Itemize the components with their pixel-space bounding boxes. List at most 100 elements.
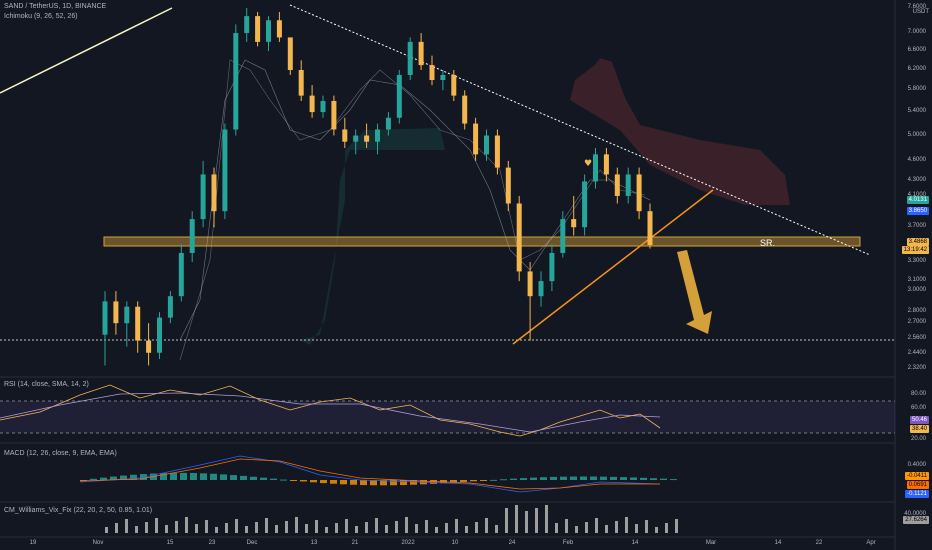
candle-body (505, 167, 511, 204)
price-tag-tenkan: 3.8650 (906, 207, 929, 215)
descending-trendline (289, 4, 871, 256)
macd-hist-bar (460, 480, 467, 482)
vix-fix-bar (105, 527, 108, 533)
macd-hist-bar (340, 480, 347, 485)
ichimoku-legend[interactable]: Ichimoku (9, 26, 52, 26) (4, 13, 78, 20)
macd-hist-bar (410, 480, 417, 485)
vix-fix-bar (535, 508, 538, 533)
candle-body (157, 317, 162, 353)
time-axis-tick: 13 (310, 540, 318, 546)
macd-hist-bar (640, 477, 647, 480)
vix-fix-bar (325, 527, 328, 533)
macd-hist-bar (320, 480, 327, 484)
price-tag-kijun: 4.0131 (906, 196, 929, 204)
macd-hist-bar (600, 476, 607, 480)
time-axis-tick: 19 (29, 540, 37, 546)
vix-fix-bar (565, 519, 568, 533)
vix-fix-bar (185, 517, 188, 533)
time-axis-tick: 15 (166, 540, 174, 546)
time-axis-tick: 24 (508, 540, 516, 546)
candle-body (429, 65, 435, 80)
macd-tag-hist: -0.0411 (905, 472, 929, 480)
macd-hist-bar (100, 477, 107, 480)
macd-hist-bar (310, 480, 317, 483)
price-axis-tick: 2.7000 (907, 319, 926, 326)
price-tag-last: 3.4868 (906, 238, 929, 246)
vix-fix-bar (125, 519, 128, 533)
ichimoku-cloud-bull (300, 128, 445, 345)
vix-fix-bar (525, 511, 528, 533)
macd-hist-bar (580, 476, 587, 480)
vix-fix-bar (585, 522, 588, 533)
vix-fix-bar (195, 524, 198, 533)
macd-hist-bar (610, 476, 617, 480)
candle-body (298, 70, 304, 96)
symbol-legend[interactable]: SAND / TetherUS, 1D, BINANCE (4, 3, 107, 10)
vix-fix-bar (595, 518, 598, 533)
vix-fix-bar (665, 523, 668, 533)
candle-body (113, 301, 119, 324)
vix-fix-bar (305, 524, 308, 533)
vix-fix-bar (455, 519, 458, 533)
rsi-line (0, 384, 661, 437)
macd-hist-bar (510, 478, 517, 480)
candle-body (222, 129, 228, 212)
candle-body (200, 174, 206, 220)
macd-hist-bar (120, 475, 127, 480)
price-axis-tick: 7.0000 (907, 29, 926, 36)
vix-fix-bar (255, 522, 258, 533)
time-axis-tick: 14 (774, 540, 782, 546)
candle-body (342, 129, 348, 142)
vix-fix-bar (575, 526, 578, 533)
rsi-legend[interactable]: RSI (14, close, SMA, 14, 2) (4, 381, 89, 388)
vix-fix-bar (635, 524, 638, 533)
vix-fix-bar (395, 521, 398, 533)
candle-body (146, 340, 152, 353)
vix-fix-bar (145, 522, 148, 533)
macd-hist-bar (400, 480, 407, 486)
time-axis-tick: Feb (562, 540, 574, 546)
vix-fix-bar (425, 520, 428, 533)
vix-fix-bar (555, 523, 558, 533)
price-axis-tick: 5.0000 (907, 131, 926, 138)
vix-fix-bar (385, 525, 388, 533)
vix-fix-bar (345, 519, 348, 533)
macd-hist-bar (370, 480, 377, 486)
price-axis-tick: 3.1000 (907, 277, 926, 284)
macd-hist-bar (350, 480, 357, 485)
rsi-band (0, 401, 895, 433)
price-axis-tick: 3.7000 (907, 223, 926, 230)
candle-body (309, 95, 315, 113)
price-axis-tick: 4.1000 (907, 191, 926, 198)
candle-body (167, 296, 173, 318)
vix-fix-bar (515, 505, 518, 533)
vix-fix-bar (655, 527, 658, 533)
macd-hist-bar (620, 477, 627, 480)
vix-fix-legend[interactable]: CM_Williams_Vix_Fix (22, 20, 2, 50, 0.85… (4, 507, 153, 514)
macd-tag-macd: -0.1121 (905, 490, 929, 498)
candle-body (135, 306, 141, 341)
rsi-ma-line (0, 392, 661, 433)
candle-body (571, 219, 577, 228)
macd-hist-bar (180, 472, 187, 480)
candle-body (353, 135, 359, 142)
macd-hist-bar (470, 480, 477, 482)
vix-fix-bar (645, 520, 648, 533)
candle-body (331, 101, 337, 130)
price-axis-tick: 3.3000 (907, 258, 926, 265)
time-axis-tick: Apr (866, 540, 876, 546)
vix-fix-bar (355, 526, 358, 533)
vix-fix-bar (215, 527, 218, 533)
time-axis-tick: 21 (351, 540, 359, 546)
macd-hist-bar (480, 480, 487, 481)
macd-hist-bar (200, 473, 207, 480)
candle-body (255, 16, 261, 42)
macd-legend[interactable]: MACD (12, 26, close, 9, EMA, EMA) (4, 450, 117, 457)
vix-fix-bar (405, 517, 408, 533)
vix-fix-bar (475, 522, 478, 533)
macd-hist-bar (290, 480, 297, 481)
vix-fix-bar (605, 525, 608, 533)
vix-fix-bar (365, 522, 368, 533)
macd-hist-bar (90, 478, 97, 480)
